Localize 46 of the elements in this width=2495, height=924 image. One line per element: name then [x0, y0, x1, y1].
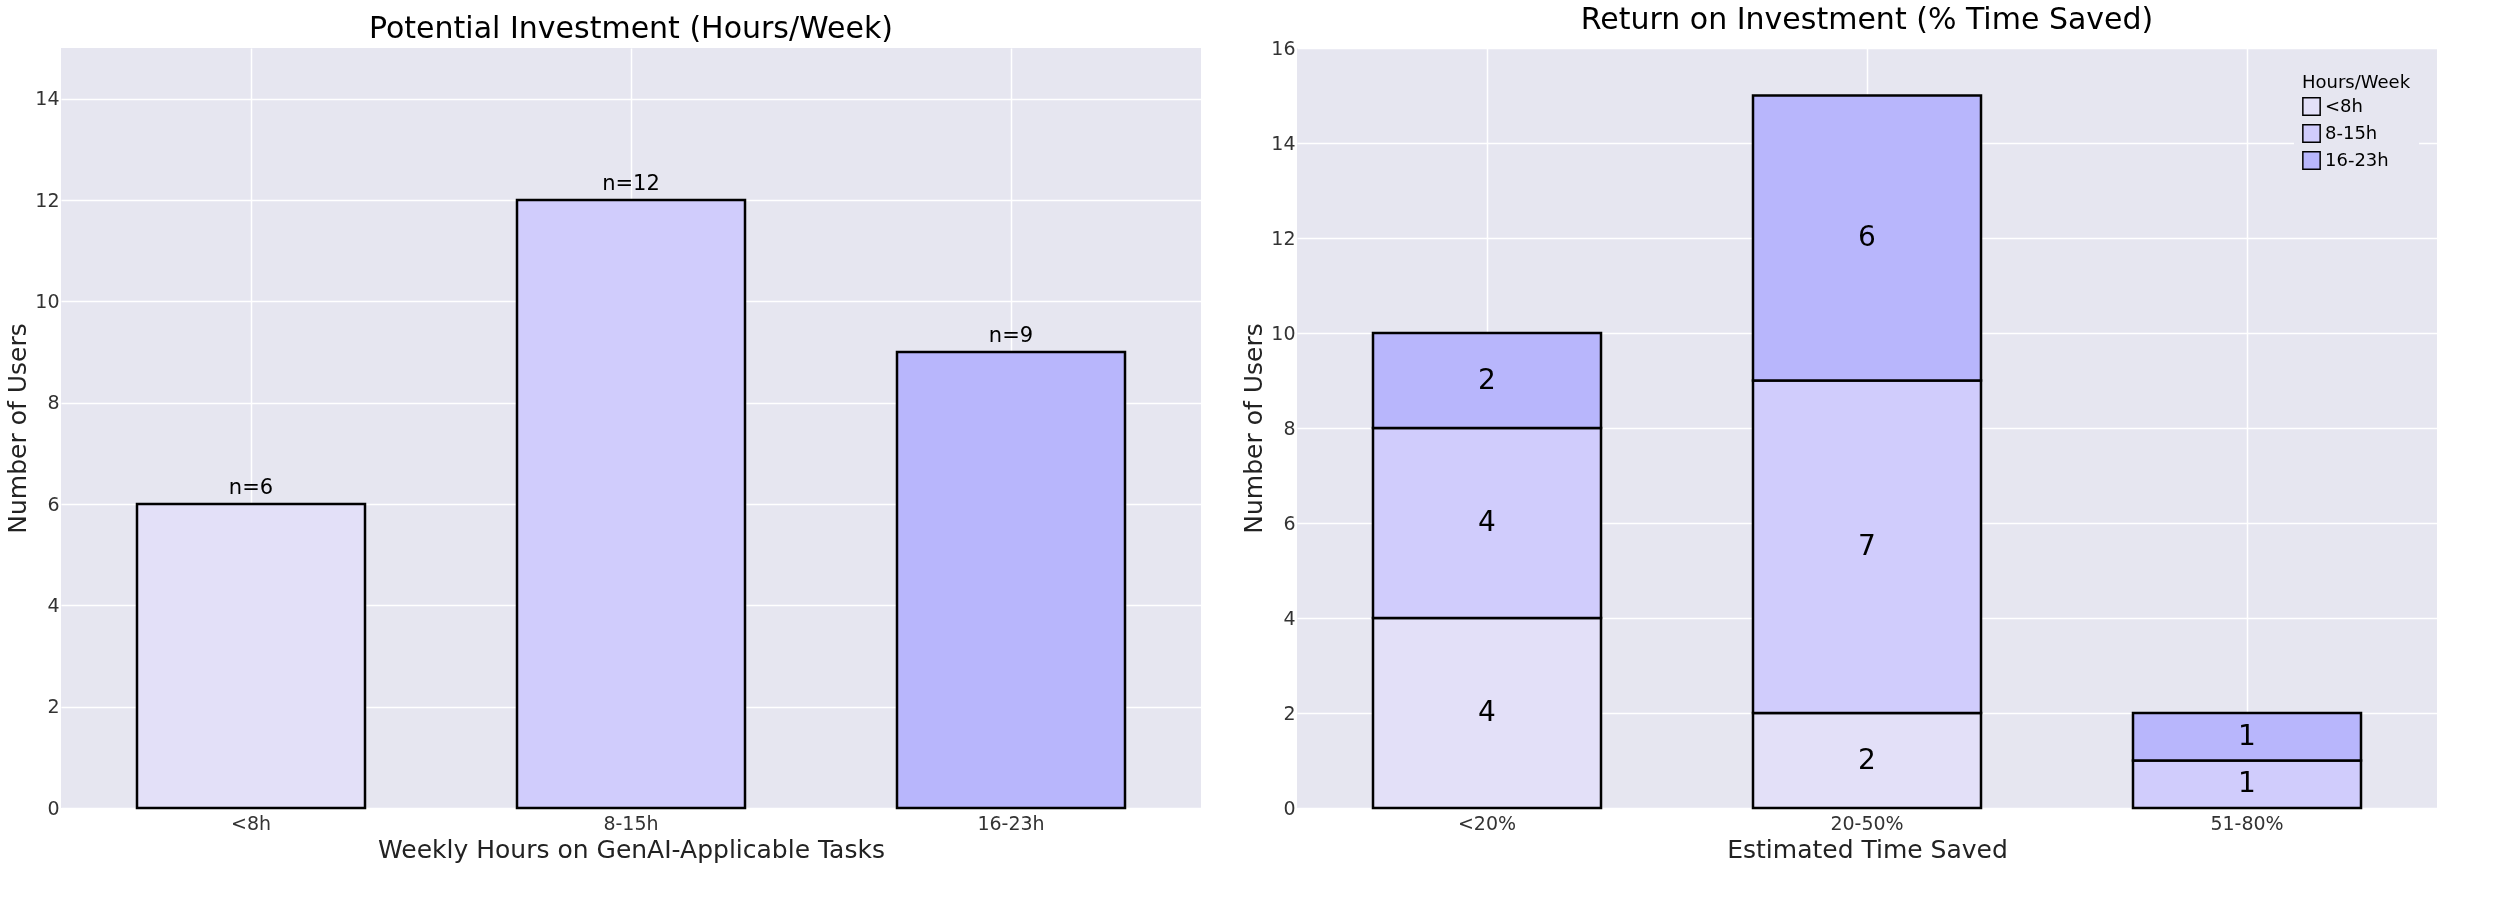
y-axis-title: Number of Users — [1239, 323, 1269, 534]
x-axis-title: Weekly Hours on GenAI-Applicable Tasks — [378, 834, 885, 864]
data-label: n=9 — [988, 323, 1034, 347]
y-tick-label: 2 — [47, 695, 60, 718]
data-label: 2 — [1858, 742, 1876, 776]
bar — [515, 198, 747, 810]
data-label: n=12 — [602, 171, 660, 195]
data-label: 1 — [2238, 766, 2256, 800]
y-tick-label: 10 — [1271, 321, 1296, 344]
x-axis-title: Estimated Time Saved — [1727, 834, 2008, 864]
data-label: 4 — [1478, 505, 1496, 538]
legend-label: 16-23h — [2325, 148, 2389, 170]
y-tick-label: 14 — [1271, 131, 1296, 154]
x-tick-label: 51-80% — [2210, 811, 2284, 834]
y-tick-label: 6 — [1283, 511, 1296, 534]
y-tick-label: 12 — [1271, 226, 1296, 249]
data-label: 2 — [1478, 362, 1496, 396]
data-label: n=6 — [228, 475, 274, 499]
y-tick-label: 4 — [47, 593, 60, 616]
y-tick-label: 2 — [1283, 701, 1296, 724]
bar — [895, 350, 1127, 810]
y-tick-label: 0 — [1283, 796, 1296, 819]
legend-title: Hours/Week — [2302, 71, 2411, 92]
x-tick-label: 16-23h — [977, 811, 1045, 834]
y-tick-label: 10 — [35, 289, 60, 312]
y-tick-label: 6 — [47, 492, 60, 515]
x-tick-label: 8-15h — [603, 811, 659, 834]
x-tick-label: <8h — [230, 811, 272, 834]
data-label: 1 — [2238, 718, 2256, 752]
x-tick-label: 20-50% — [1830, 811, 1904, 834]
y-axis-title: Number of Users — [3, 323, 33, 534]
data-label: 6 — [1858, 220, 1876, 253]
chart-title: Potential Investment (Hours/Week) — [368, 10, 894, 45]
y-tick-label: 16 — [1271, 36, 1296, 59]
chart-title: Return on Investment (% Time Saved) — [1580, 1, 2154, 36]
y-tick-label: 4 — [1283, 606, 1296, 629]
data-label: 7 — [1858, 528, 1876, 562]
x-tick-label: <20% — [1457, 811, 1517, 834]
legend-label: 8-15h — [2325, 121, 2378, 143]
y-tick-label: 8 — [47, 391, 60, 414]
legend-label: <8h — [2325, 94, 2363, 116]
data-label: 4 — [1478, 695, 1496, 728]
y-tick-label: 14 — [35, 87, 60, 110]
y-tick-label: 12 — [35, 188, 60, 211]
y-tick-label: 8 — [1283, 416, 1296, 439]
y-tick-label: 0 — [47, 796, 60, 819]
